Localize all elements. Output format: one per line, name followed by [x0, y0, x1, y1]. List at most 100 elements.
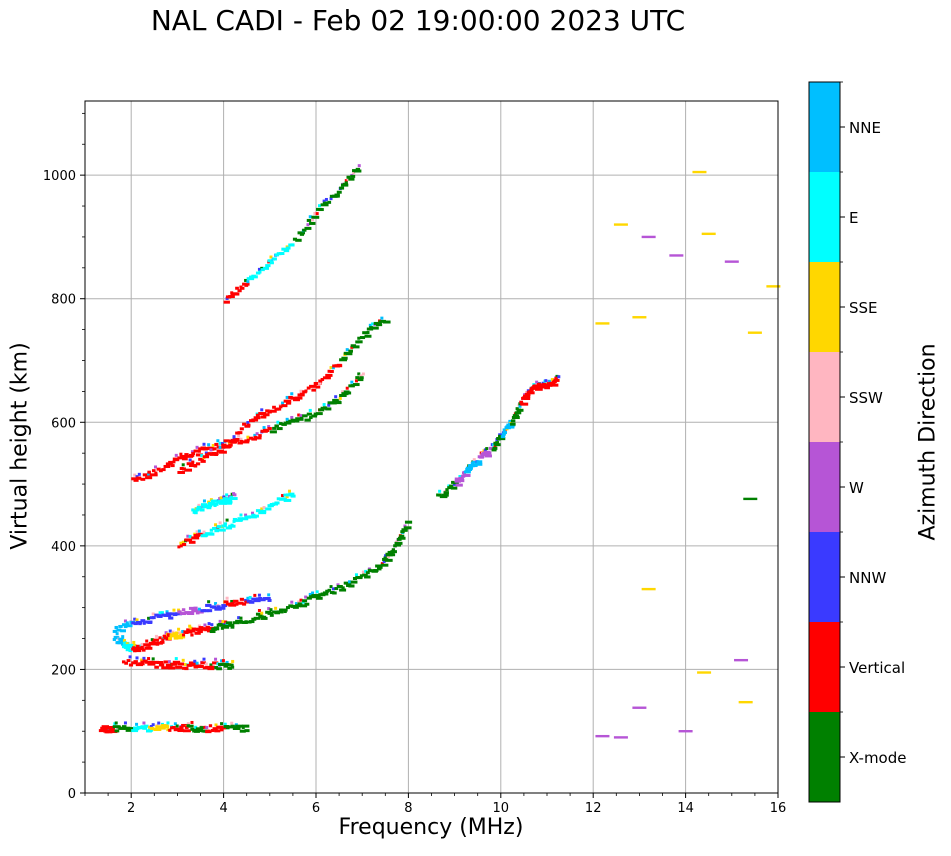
echo-point	[181, 658, 185, 662]
echo-point	[147, 662, 156, 666]
echo-point	[355, 340, 360, 344]
echo-point	[147, 621, 153, 625]
echo-point	[142, 726, 148, 730]
echo-point	[253, 599, 261, 603]
echo-point	[267, 598, 272, 602]
echo-point	[168, 636, 172, 640]
echo-point	[355, 167, 361, 171]
echo-point	[276, 610, 284, 614]
echo-point	[255, 436, 262, 440]
echo-point	[144, 646, 153, 650]
echo-point	[225, 663, 231, 667]
echo-point	[177, 545, 181, 549]
echo-point	[239, 286, 245, 290]
echo-point	[309, 416, 313, 420]
echo-point	[242, 602, 247, 606]
echo-point	[285, 606, 290, 610]
echo-point	[361, 372, 365, 376]
echo-point	[138, 662, 145, 666]
echo-point	[299, 598, 303, 602]
echo-point	[393, 544, 397, 548]
echo-point	[285, 401, 292, 405]
x-tick-label: 4	[219, 801, 227, 816]
echo-point	[203, 725, 207, 729]
echo-point	[403, 524, 407, 528]
echo-point	[188, 463, 196, 467]
echo-point	[202, 609, 209, 613]
echo-point	[348, 580, 352, 584]
echo-point	[304, 226, 312, 230]
echo-point	[346, 177, 350, 181]
echo-point	[116, 628, 122, 632]
echo-point	[701, 232, 716, 236]
echo-point	[133, 478, 139, 482]
echo-point	[493, 444, 497, 448]
echo-point	[299, 392, 305, 396]
echo-point	[202, 499, 206, 503]
echo-point	[175, 612, 183, 616]
echo-point	[232, 435, 236, 439]
echo-point	[332, 591, 337, 595]
echo-point	[133, 649, 137, 653]
echo-point	[227, 500, 233, 504]
echo-point	[724, 260, 739, 263]
echo-point	[127, 624, 133, 628]
echo-point	[369, 326, 374, 330]
echo-point	[145, 476, 153, 480]
echo-point	[253, 275, 258, 279]
echo-point	[178, 631, 182, 635]
echo-point	[193, 464, 198, 468]
echo-point	[121, 635, 125, 639]
echo-point	[195, 628, 204, 632]
trace-spread-f	[436, 374, 561, 499]
echo-point	[244, 620, 248, 624]
echo-point	[285, 417, 289, 421]
echo-point	[309, 384, 317, 388]
echo-point	[177, 608, 181, 612]
echo-point	[207, 443, 211, 447]
echo-point	[195, 661, 199, 665]
echo-point	[535, 380, 539, 384]
echo-point	[230, 523, 234, 527]
echo-point	[221, 662, 227, 666]
echo-point	[288, 395, 293, 399]
echo-point	[189, 626, 193, 630]
echo-point	[364, 569, 368, 573]
echo-point	[299, 416, 304, 420]
echo-point	[179, 662, 185, 666]
echo-point	[262, 426, 266, 430]
echo-point	[251, 418, 259, 422]
echo-point	[292, 419, 300, 423]
x-tick-label: 8	[404, 801, 412, 816]
echo-point	[357, 576, 363, 580]
echo-point	[304, 418, 311, 422]
echo-point	[119, 638, 126, 642]
echo-point	[554, 376, 558, 380]
echo-point	[510, 422, 516, 426]
echo-point	[158, 614, 163, 618]
colorbar-label: Azimuth Direction	[915, 343, 941, 541]
echo-point	[161, 638, 165, 642]
echo-point	[191, 536, 200, 540]
echo-point	[230, 724, 237, 728]
echo-point	[165, 462, 173, 466]
colorbar-tick-label: NNW	[849, 569, 886, 587]
echo-point	[311, 414, 318, 418]
echo-point	[112, 725, 120, 729]
echo-point	[265, 264, 271, 268]
echo-point	[219, 728, 224, 732]
echo-point	[220, 659, 224, 663]
echo-point	[225, 296, 229, 300]
echo-point	[186, 722, 190, 726]
echo-point	[218, 725, 222, 729]
echo-point	[159, 640, 165, 644]
echo-point	[237, 441, 243, 445]
echo-point	[288, 492, 295, 496]
echo-point	[253, 433, 257, 437]
echo-point	[394, 541, 403, 545]
echo-point	[376, 323, 383, 327]
trace-2f-o-mode	[177, 489, 296, 549]
echo-point	[198, 664, 202, 668]
echo-point	[386, 555, 390, 559]
echo-point	[157, 721, 161, 725]
